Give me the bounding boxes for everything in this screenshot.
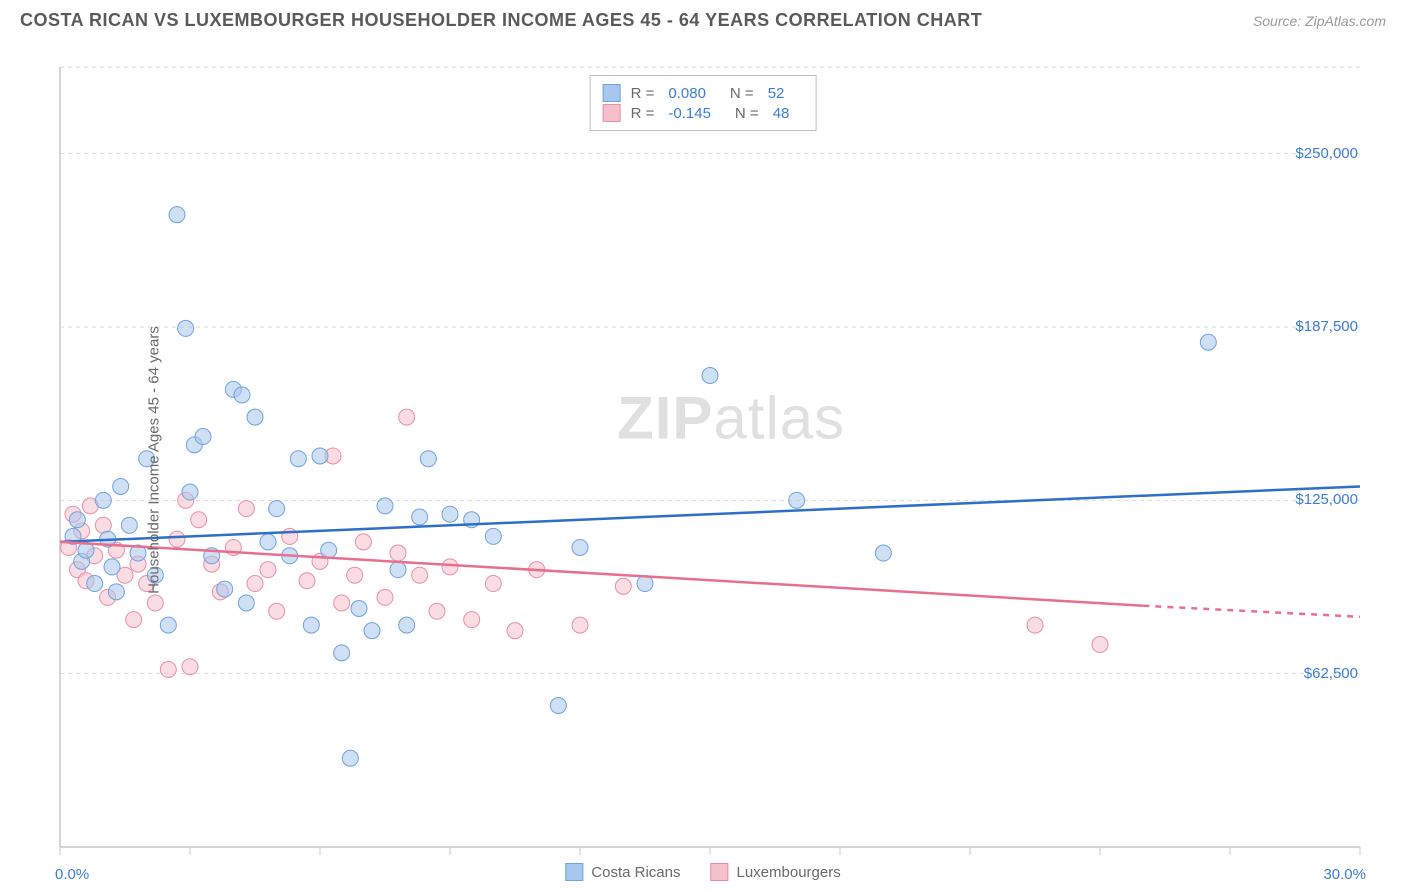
y-tick-label: $125,000 — [1295, 491, 1358, 508]
x-axis-max: 30.0% — [1323, 866, 1366, 883]
series2-swatch — [710, 863, 728, 881]
n-label: N = — [730, 85, 754, 102]
series1-n-value: 52 — [768, 85, 785, 102]
source-label: Source: ZipAtlas.com — [1253, 13, 1386, 29]
chart-area: Householder Income Ages 45 - 64 years ZI… — [0, 37, 1406, 883]
y-tick-label: $187,500 — [1295, 318, 1358, 335]
series1-swatch — [565, 863, 583, 881]
series2-r-value: -0.145 — [668, 105, 711, 122]
series2-n-value: 48 — [773, 105, 790, 122]
series2-swatch — [603, 104, 621, 122]
y-tick-label: $62,500 — [1304, 665, 1358, 682]
scatter-chart — [0, 37, 1406, 857]
n-label: N = — [735, 105, 759, 122]
series1-r-value: 0.080 — [668, 85, 706, 102]
series1-name: Costa Ricans — [591, 864, 680, 881]
x-axis-min: 0.0% — [55, 866, 89, 883]
y-axis-label: Householder Income Ages 45 - 64 years — [145, 326, 162, 594]
series2-name: Luxembourgers — [736, 864, 840, 881]
y-tick-label: $250,000 — [1295, 145, 1358, 162]
r-label: R = — [631, 85, 655, 102]
series1-swatch — [603, 84, 621, 102]
chart-title: COSTA RICAN VS LUXEMBOURGER HOUSEHOLDER … — [20, 10, 982, 31]
r-label: R = — [631, 105, 655, 122]
legend: Costa Ricans Luxembourgers — [565, 863, 840, 881]
correlation-legend: R = 0.080 N = 52 R = -0.145 N = 48 — [590, 75, 817, 131]
